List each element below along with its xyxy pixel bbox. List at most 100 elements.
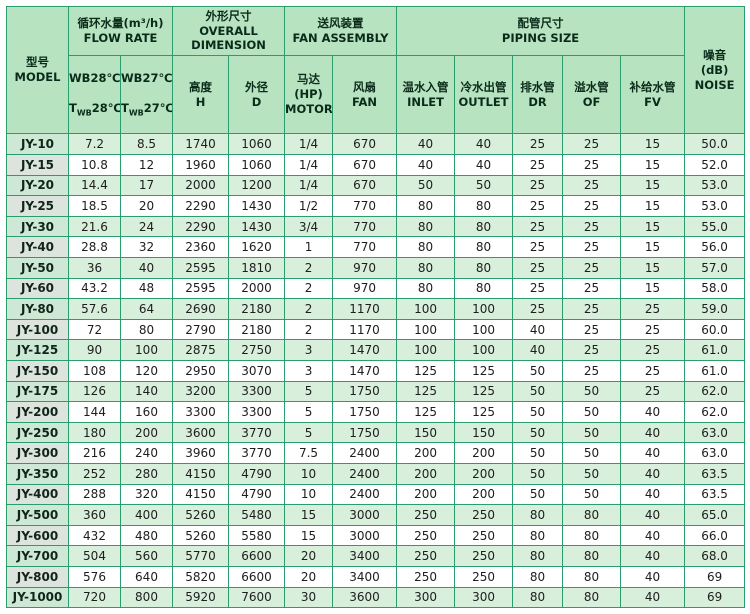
cell-flow-wb27: 120 [119, 359, 174, 382]
cell-model: JY-40 [6, 236, 69, 258]
cell-diameter: 4790 [228, 483, 286, 506]
cell-flow-wb27: 20 [119, 195, 174, 217]
cell-inlet: 200 [396, 483, 456, 506]
cell-of: 25 [562, 174, 622, 197]
header-motor: 马达 (HP) MOTOR [284, 54, 334, 135]
cell-diameter: 6600 [228, 565, 286, 588]
cell-model: JY-30 [6, 215, 69, 238]
cell-flow-wb28: 360 [68, 504, 121, 526]
cell-diameter: 4790 [228, 462, 286, 485]
header-flow-wb27-line2: TWB27℃ [121, 100, 173, 118]
cell-fan: 3400 [332, 545, 398, 567]
cell-motor: 15 [284, 504, 334, 526]
table-row: JY-600 432 480 5260 5580 15 3000 250 250… [6, 524, 746, 547]
cell-height: 5260 [172, 524, 230, 547]
cell-motor: 2 [284, 257, 334, 279]
cell-motor: 2 [284, 298, 334, 320]
cell-motor: 20 [284, 565, 334, 588]
header-of: 溢水管 OF [562, 54, 622, 135]
header-height: 高度 H [172, 54, 230, 135]
cell-flow-wb27: 140 [119, 380, 174, 403]
cell-of: 25 [562, 215, 622, 238]
cell-height: 5770 [172, 545, 230, 567]
cell-motor: 5 [284, 421, 334, 444]
cell-diameter: 7600 [228, 586, 286, 609]
cell-model: JY-125 [6, 339, 69, 361]
table-row: JY-10 7.2 8.5 1740 1060 1/4 670 40 40 25… [6, 133, 746, 156]
cell-diameter: 3300 [228, 401, 286, 423]
cell-dr: 25 [512, 133, 564, 156]
cell-height: 4150 [172, 462, 230, 485]
cell-flow-wb28: 72 [68, 318, 121, 341]
cell-flow-wb28: 252 [68, 462, 121, 485]
cell-outlet: 80 [454, 195, 514, 217]
cell-diameter: 5480 [228, 504, 286, 526]
cell-flow-wb28: 126 [68, 380, 121, 403]
cell-motor: 1/4 [284, 133, 334, 156]
cell-diameter: 1620 [228, 236, 286, 258]
cell-model: JY-15 [6, 154, 69, 176]
cell-flow-wb27: 200 [119, 421, 174, 444]
cell-of: 25 [562, 359, 622, 382]
cell-fv: 40 [620, 462, 686, 485]
header-overall-dimension: 外形尺寸 OVERALL DIMENSION [172, 6, 286, 56]
cell-noise: 56.0 [684, 236, 746, 258]
cell-inlet: 300 [396, 586, 456, 609]
cell-outlet: 50 [454, 174, 514, 197]
header-flow-wb27-line1: WB27℃ [121, 70, 173, 85]
cell-height: 1960 [172, 154, 230, 176]
cell-dr: 25 [512, 257, 564, 279]
cell-fv: 25 [620, 380, 686, 403]
cell-height: 2000 [172, 174, 230, 197]
cell-fv: 40 [620, 586, 686, 609]
cell-of: 50 [562, 483, 622, 506]
cell-diameter: 1060 [228, 133, 286, 156]
cell-flow-wb27: 64 [119, 298, 174, 320]
table-row: JY-175 126 140 3200 3300 5 1750 125 125 … [6, 380, 746, 403]
cell-diameter: 1060 [228, 154, 286, 176]
cell-height: 1740 [172, 133, 230, 156]
cell-dr: 25 [512, 174, 564, 197]
cell-of: 25 [562, 339, 622, 361]
table-row: JY-15 10.8 12 1960 1060 1/4 670 40 40 25… [6, 154, 746, 176]
cell-fv: 25 [620, 359, 686, 382]
cell-noise: 55.0 [684, 215, 746, 238]
cell-fan: 2400 [332, 462, 398, 485]
cell-diameter: 3300 [228, 380, 286, 403]
cell-fan: 770 [332, 195, 398, 217]
cell-motor: 15 [284, 524, 334, 547]
cell-noise: 63.5 [684, 483, 746, 506]
cell-noise: 66.0 [684, 524, 746, 547]
table-row: JY-800 576 640 5820 6600 20 3400 250 250… [6, 565, 746, 588]
cell-dr: 80 [512, 545, 564, 567]
cell-dr: 50 [512, 442, 564, 464]
cell-model: JY-1000 [6, 586, 69, 609]
cell-flow-wb28: 504 [68, 545, 121, 567]
header-outlet: 冷水出管 OUTLET [454, 54, 514, 135]
cell-inlet: 50 [396, 174, 456, 197]
cell-flow-wb28: 216 [68, 442, 121, 464]
table-row: JY-500 360 400 5260 5480 15 3000 250 250… [6, 504, 746, 526]
header-diameter: 外径 D [228, 54, 286, 135]
cell-fan: 970 [332, 277, 398, 300]
table-row: JY-300 216 240 3960 3770 7.5 2400 200 20… [6, 442, 746, 464]
cell-dr: 25 [512, 236, 564, 258]
cell-noise: 53.0 [684, 195, 746, 217]
header-flow-rate: 循环水量(m³/h) FLOW RATE [67, 6, 174, 56]
cell-dr: 50 [512, 483, 564, 506]
cell-outlet: 200 [454, 442, 514, 464]
cell-diameter: 2180 [228, 298, 286, 320]
cell-fan: 3000 [332, 524, 398, 547]
cell-model: JY-400 [6, 483, 69, 506]
cell-dr: 50 [512, 359, 564, 382]
cell-dr: 80 [512, 504, 564, 526]
cell-fan: 770 [332, 215, 398, 238]
cell-fv: 40 [620, 483, 686, 506]
cell-fv: 40 [620, 504, 686, 526]
cell-outlet: 80 [454, 277, 514, 300]
cell-inlet: 100 [396, 298, 456, 320]
table-row: JY-80 57.6 64 2690 2180 2 1170 100 100 2… [6, 298, 746, 320]
cell-of: 80 [562, 565, 622, 588]
cell-flow-wb27: 100 [119, 339, 174, 361]
